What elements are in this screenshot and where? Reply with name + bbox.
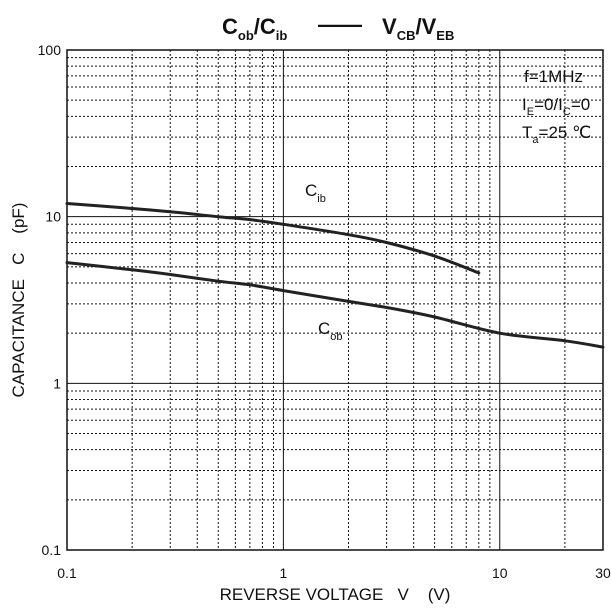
series-line-cib [65,202,481,275]
title-vcb-sub: CB [397,28,416,43]
y-tick-label: 10 [45,209,61,225]
y-axis-title: CAPACITANCE C (pF) [9,203,28,398]
series-line-cob [65,261,605,349]
y-tick-label: 0.1 [42,542,62,558]
plot-frame [66,49,604,551]
chart-title-right: VCB/VEB [382,14,454,43]
condition-frequency: f=1MHz [524,67,583,86]
title-dash: —— [318,12,362,37]
x-axis-title: REVERSE VOLTAGE V (V) [220,585,451,604]
y-tick-label: 1 [53,375,61,391]
title-sep: / [254,14,260,39]
title-vcb: V [382,14,397,39]
chart-title: Cob/Cib [222,14,287,43]
x-tick-label: 1 [279,565,287,581]
title-cob: C [222,14,238,39]
title-veb: V [422,14,437,39]
series-label-cib: Cib [305,181,326,205]
condition-temperature: Ta=25 ℃ [522,123,591,146]
tick-labels: 0.1 1 10 30 0.1 1 10 100 [38,42,611,581]
title-cob-sub: ob [238,28,254,43]
title-cib: C [260,14,276,39]
title-veb-sub: EB [436,28,454,43]
series [65,202,605,349]
series-label-cob: Cob [318,319,343,343]
x-tick-label: 30 [595,565,611,581]
title-sep2: / [415,14,421,39]
x-tick-label: 10 [492,565,508,581]
conditions: f=1MHz IE=0/IC=0 Ta=25 ℃ [522,67,591,146]
title-cib-sub: ib [276,28,288,43]
x-tick-label: 0.1 [57,565,77,581]
y-tick-label: 100 [38,42,62,58]
grid [67,50,603,550]
condition-currents: IE=0/IC=0 [522,95,590,118]
